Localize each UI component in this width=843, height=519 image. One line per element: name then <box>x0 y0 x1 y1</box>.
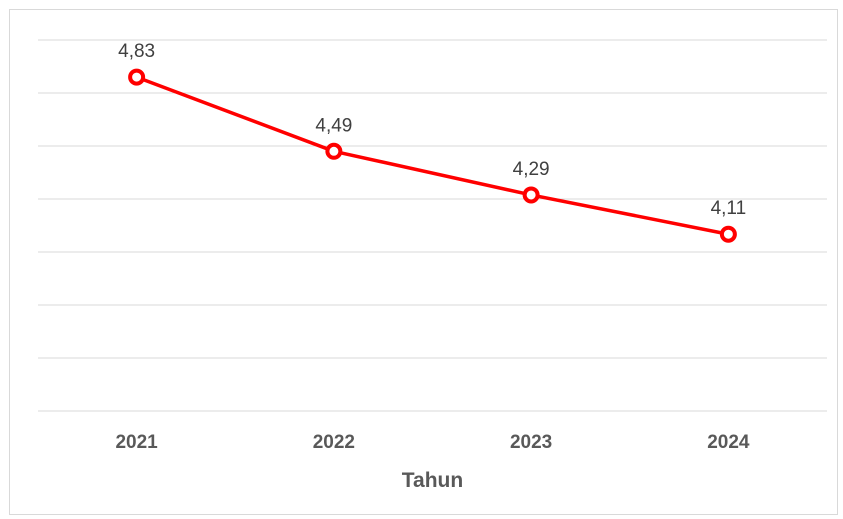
series-line-layer <box>134 75 731 236</box>
data-label: 4,11 <box>711 198 747 219</box>
data-label: 4,29 <box>513 159 550 180</box>
gridlines <box>38 39 827 412</box>
series-line <box>134 75 731 236</box>
data-point <box>128 68 146 86</box>
data-point <box>522 186 540 204</box>
x-tick-label: 2022 <box>313 432 355 453</box>
data-point <box>325 142 343 160</box>
x-tick-label: 2024 <box>707 432 750 453</box>
x-axis-ticks: 2021 2022 2023 2024 <box>115 432 749 453</box>
data-point <box>719 225 737 243</box>
x-axis-title: Tahun <box>402 469 463 492</box>
data-label: 4,49 <box>315 115 352 136</box>
data-points <box>128 68 737 243</box>
data-label: 4,83 <box>118 41 155 62</box>
data-labels: 4,83 4,49 4,29 4,11 <box>118 41 746 219</box>
x-tick-label: 2023 <box>510 432 552 453</box>
x-tick-label: 2021 <box>115 432 158 453</box>
